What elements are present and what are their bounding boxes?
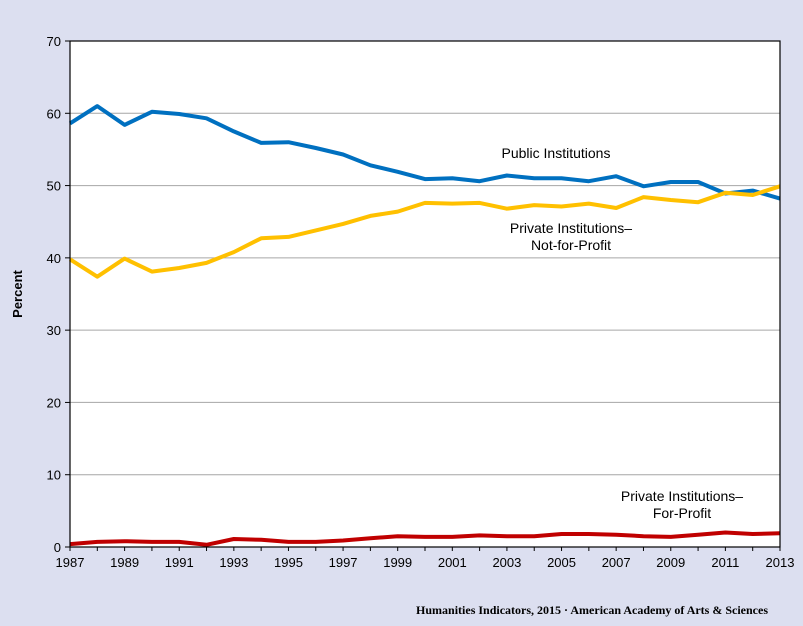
x-tick-label: 1987 [56, 555, 85, 570]
y-tick-label: 30 [47, 323, 61, 338]
grid-lines [70, 112, 780, 476]
x-tick-label: 2011 [711, 555, 739, 570]
x-tick-label: 2007 [602, 555, 631, 570]
y-tick-label: 70 [47, 34, 61, 49]
x-tick-label: 2001 [438, 555, 467, 570]
plot-area [70, 41, 780, 547]
x-tick-label: 1993 [219, 555, 248, 570]
y-axis-title: Percent [10, 269, 25, 317]
x-axis: 1987 1989 1991 1993 1995 1997 1999 2001 2003 2005… [56, 547, 795, 570]
x-tick-label: 2003 [492, 555, 521, 570]
x-tick-label: 2009 [656, 555, 685, 570]
x-tick-label: 1995 [274, 555, 303, 570]
series-annotation: Private Institutions– For-Profit [621, 488, 743, 521]
y-axis: 0 10 20 30 40 50 60 70 [47, 34, 70, 555]
series-annotations: Public Institutions Private Institutions–… [502, 145, 744, 521]
y-tick-label: 40 [47, 251, 61, 266]
series-line-private-institutions-not-for-profit [68, 184, 781, 279]
series-line-public-institutions [68, 104, 781, 201]
series-annotation: Private Institutions– Not-for-Profit [510, 220, 632, 253]
x-tick-label: 2005 [547, 555, 576, 570]
x-tick-label: 2013 [766, 555, 795, 570]
series-annotation: Public Institutions [502, 145, 611, 161]
y-tick-label: 10 [47, 468, 61, 483]
y-tick-label: 50 [47, 179, 61, 194]
y-tick-label: 0 [54, 540, 61, 555]
y-tick-label: 60 [47, 106, 61, 121]
series-layer [68, 104, 781, 547]
source-credit: Humanities Indicators, 2015 · American A… [416, 603, 768, 617]
x-tick-label: 1991 [165, 555, 194, 570]
x-tick-label: 1997 [329, 555, 358, 570]
y-tick-label: 20 [47, 395, 61, 410]
x-tick-label: 1989 [110, 555, 139, 570]
x-tick-label: 1999 [383, 555, 412, 570]
series-line-private-institutions-for-profit [69, 530, 781, 547]
